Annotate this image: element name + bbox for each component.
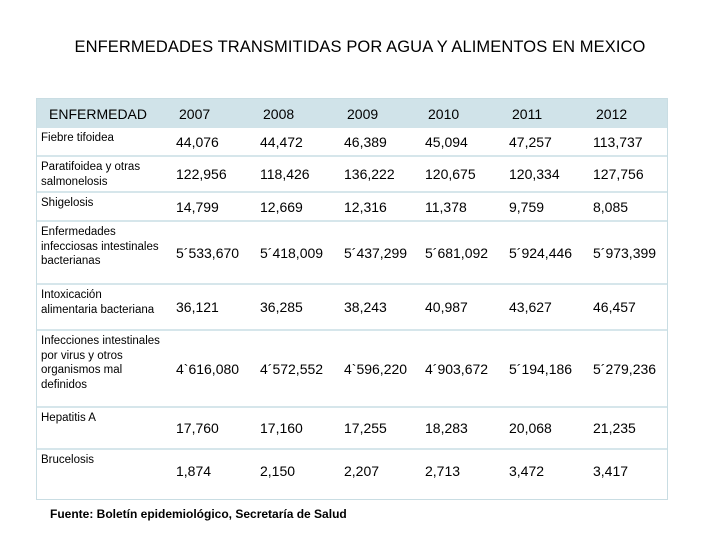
cell-value: 5´437,299 <box>344 244 408 261</box>
cell-value: 5´533,670 <box>176 244 240 261</box>
cell-value: 40,987 <box>425 299 468 315</box>
table-row: Brucelosis 1,874 2,150 2,207 2,713 3,472… <box>37 449 667 491</box>
cell-value: 17,760 <box>176 420 219 436</box>
header-enfermedad: ENFERMEDAD <box>49 105 148 122</box>
cell-value: 5´279,236 <box>593 360 657 377</box>
disease-name: Brucelosis <box>41 454 95 466</box>
cell-value: 5´973,399 <box>593 244 657 261</box>
cell-value: 38,243 <box>344 299 387 315</box>
disease-name: Infecciones intestinales por virus y otr… <box>41 335 160 391</box>
cell-value: 136,222 <box>344 166 395 182</box>
header-2009: 2009 <box>347 105 379 122</box>
cell-value: 44,076 <box>176 133 219 150</box>
page-title: ENFERMEDADES TRANSMITIDAS POR AGUA Y ALI… <box>74 38 646 56</box>
cell-value: 47,257 <box>509 133 552 150</box>
header-2008: 2008 <box>263 105 295 122</box>
cell-value: 5´681,092 <box>425 244 489 261</box>
header-2007: 2007 <box>179 105 211 122</box>
header-2010: 2010 <box>428 105 460 122</box>
table-row: Fiebre tifoidea 44,076 44,472 46,389 45,… <box>37 128 667 156</box>
cell-value: 36,121 <box>176 299 219 315</box>
cell-value: 4´903,672 <box>425 360 489 377</box>
cell-value: 46,457 <box>593 299 636 315</box>
cell-value: 1,874 <box>176 463 212 479</box>
cell-value: 18,283 <box>425 420 468 436</box>
cell-value: 2,713 <box>425 463 461 479</box>
cell-value: 21,235 <box>593 420 636 436</box>
disease-name: Paratifoidea y otras salmonelosis <box>41 161 141 188</box>
disease-table: ENFERMEDAD 2007 2008 2009 2010 2011 2012… <box>36 98 668 500</box>
cell-value: 12,316 <box>344 198 387 215</box>
cell-value: 17,255 <box>344 420 387 436</box>
cell-value: 118,426 <box>260 166 310 182</box>
cell-value: 17,160 <box>260 420 303 436</box>
cell-value: 46,389 <box>344 133 387 150</box>
cell-value: 127,756 <box>593 166 644 182</box>
disease-name: Intoxicación alimentaria bacteriana <box>41 289 155 316</box>
cell-value: 14,799 <box>176 198 219 215</box>
cell-value: 2,150 <box>260 463 296 479</box>
cell-value: 2,207 <box>344 463 380 479</box>
disease-name: Fiebre tifoidea <box>41 132 114 144</box>
cell-value: 5´194,186 <box>509 360 573 377</box>
cell-value: 5´418,009 <box>260 244 324 261</box>
cell-value: 4`616,080 <box>176 360 240 377</box>
cell-value: 122,956 <box>176 166 227 182</box>
table-row: Enfermedades infecciosas intestinales ba… <box>37 221 667 284</box>
header-2012: 2012 <box>596 105 628 122</box>
table-header-row: ENFERMEDAD 2007 2008 2009 2010 2011 2012 <box>37 99 667 128</box>
cell-value: 36,285 <box>260 299 303 315</box>
cell-value: 43,627 <box>509 299 552 315</box>
cell-value: 45,094 <box>425 133 468 150</box>
cell-value: 5´924,446 <box>509 244 573 261</box>
cell-value: 3,417 <box>593 463 629 479</box>
cell-value: 8,085 <box>593 198 629 215</box>
table-row: Hepatitis A 17,760 17,160 17,255 18,283 … <box>37 407 667 449</box>
cell-value: 12,669 <box>260 198 303 215</box>
cell-value: 113,737 <box>593 133 643 150</box>
table-row: Shigelosis 14,799 12,669 12,316 11,378 9… <box>37 192 667 221</box>
table-row: Paratifoidea y otras salmonelosis 122,95… <box>37 156 667 192</box>
cell-value: 11,378 <box>425 198 467 215</box>
table-row: Infecciones intestinales por virus y otr… <box>37 330 667 407</box>
cell-value: 20,068 <box>509 420 552 436</box>
cell-value: 120,334 <box>509 166 560 182</box>
disease-name: Hepatitis A <box>41 412 96 424</box>
cell-value: 44,472 <box>260 133 303 150</box>
cell-value: 3,472 <box>509 463 545 479</box>
header-2011: 2011 <box>512 105 543 122</box>
source-footnote: Fuente: Boletín epidemiológico, Secretar… <box>50 507 347 521</box>
disease-name: Shigelosis <box>41 197 94 209</box>
cell-value: 4´572,552 <box>260 360 324 377</box>
disease-name: Enfermedades infecciosas intestinales ba… <box>41 226 159 267</box>
cell-value: 120,675 <box>425 166 476 182</box>
cell-value: 4`596,220 <box>344 360 408 377</box>
cell-value: 9,759 <box>509 198 545 215</box>
table-row: Intoxicación alimentaria bacteriana 36,1… <box>37 284 667 330</box>
